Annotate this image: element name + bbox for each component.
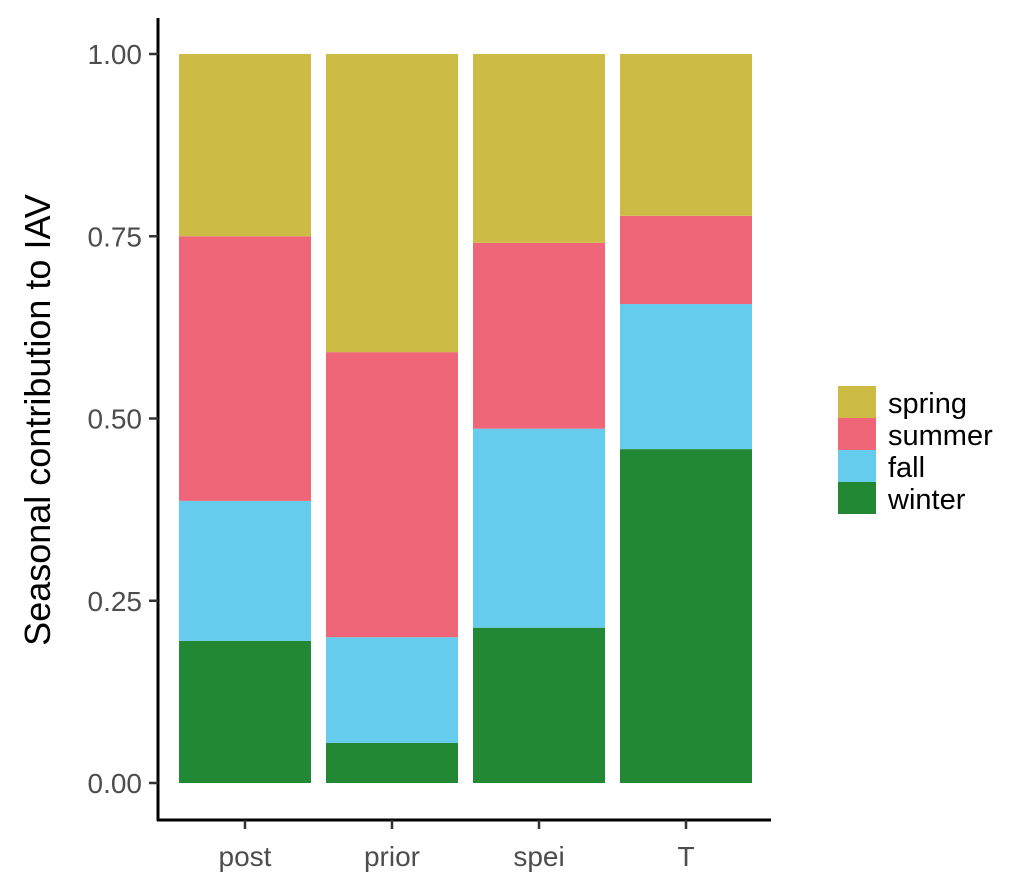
x-tick-label: post bbox=[219, 841, 272, 872]
legend-label-fall: fall bbox=[888, 452, 925, 484]
bar-segment-winter-prior bbox=[326, 742, 458, 783]
bar-segment-summer-T bbox=[620, 215, 752, 305]
legend-label-summer: summer bbox=[888, 420, 993, 452]
bar-segment-summer-prior bbox=[326, 352, 458, 638]
x-tick-label: prior bbox=[364, 841, 420, 872]
legend-key-winter bbox=[838, 482, 876, 514]
bar-segment-summer-post bbox=[179, 236, 311, 501]
x-tick-label: T bbox=[677, 841, 694, 872]
bar-segment-fall-T bbox=[620, 304, 752, 450]
legend-key-summer bbox=[838, 418, 876, 450]
bar-segment-winter-spei bbox=[473, 627, 605, 783]
bar-segment-spring-spei bbox=[473, 54, 605, 243]
bar-segment-fall-spei bbox=[473, 428, 605, 628]
y-axis-title: Seasonal contribution to IAV bbox=[17, 194, 58, 646]
bar-segment-fall-prior bbox=[326, 637, 458, 743]
y-tick-label: 0.00 bbox=[88, 768, 143, 799]
x-tick-label: spei bbox=[513, 841, 564, 872]
bar-segment-spring-post bbox=[179, 54, 311, 237]
legend-key-fall bbox=[838, 450, 876, 482]
y-tick-label: 1.00 bbox=[88, 39, 143, 70]
axes-layer: 0.00 0.25 0.50 0.75 1.00 post prior spei T bbox=[88, 18, 771, 872]
y-tick-label: 0.50 bbox=[88, 404, 143, 435]
y-tick-label: 0.25 bbox=[88, 586, 143, 617]
legend-label-winter: winter bbox=[887, 484, 966, 516]
legend-label-spring: spring bbox=[888, 388, 967, 420]
bar-segment-spring-prior bbox=[326, 54, 458, 353]
bars-layer bbox=[179, 54, 752, 783]
bar-segment-fall-post bbox=[179, 500, 311, 641]
bar-segment-spring-T bbox=[620, 54, 752, 216]
bar-segment-winter-post bbox=[179, 640, 311, 783]
y-tick-label: 0.75 bbox=[88, 221, 143, 252]
bar-segment-summer-spei bbox=[473, 242, 605, 429]
legend-key-spring bbox=[838, 386, 876, 418]
bar-segment-winter-T bbox=[620, 449, 752, 783]
